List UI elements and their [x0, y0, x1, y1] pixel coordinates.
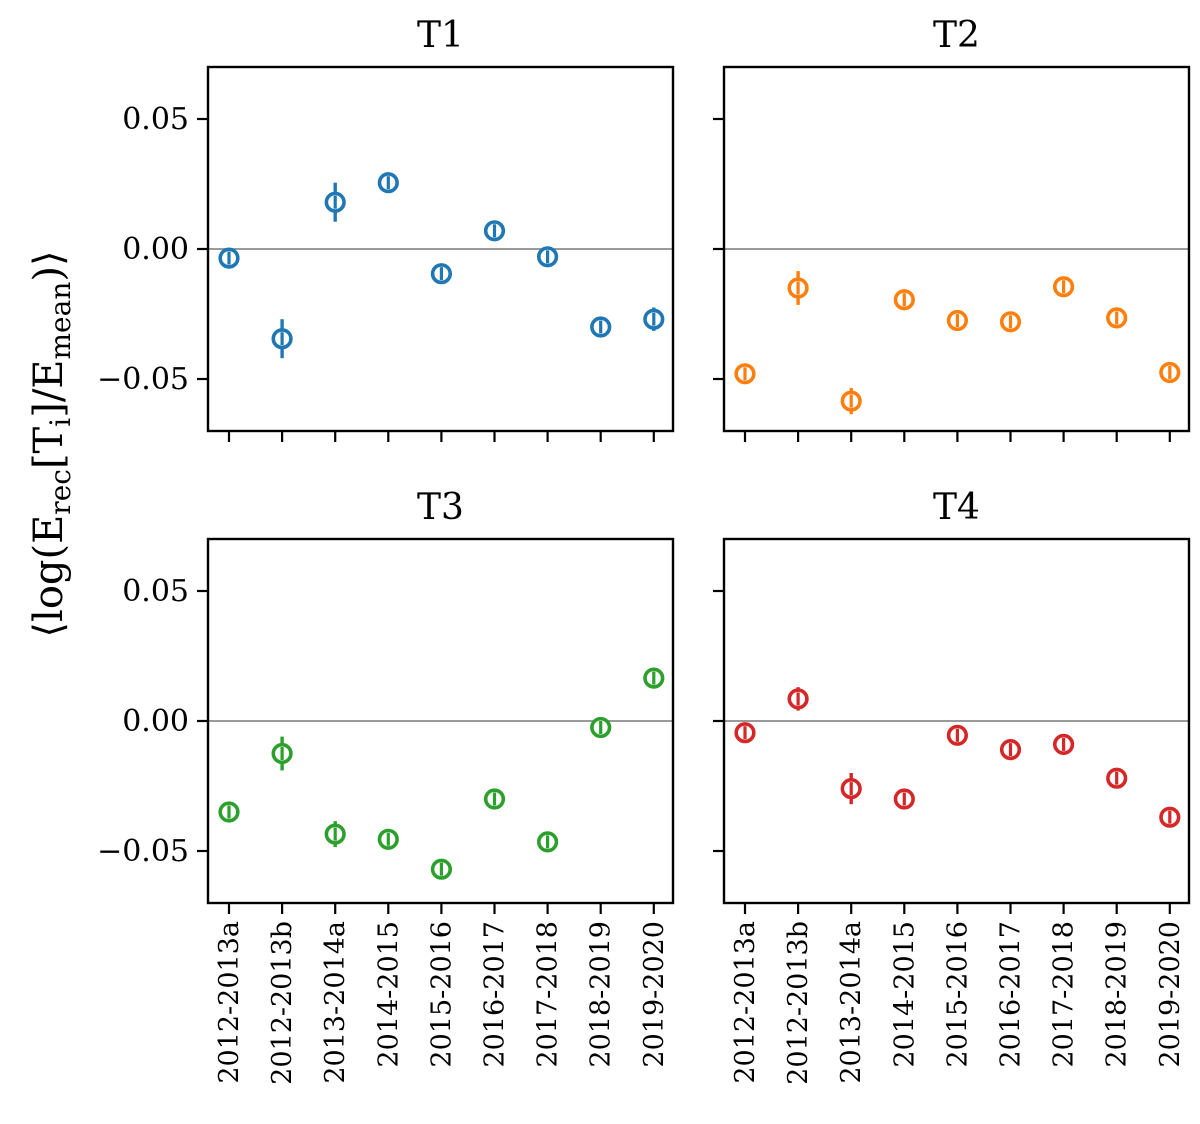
ylabel-mid2: ]/E — [26, 360, 72, 418]
data-point — [590, 716, 612, 739]
data-point — [787, 271, 809, 305]
panel-title: T4 — [933, 487, 980, 528]
data-point — [643, 307, 665, 331]
data-point — [1159, 361, 1181, 384]
x-tick-label: 2018-2019 — [1102, 921, 1133, 1068]
y-tick-label: 0.00 — [122, 704, 189, 739]
x-tick-label: 2014-2015 — [373, 921, 404, 1068]
x-tick-label: 2013-2014a — [320, 921, 351, 1084]
data-point — [893, 788, 915, 810]
panel-title: T3 — [417, 487, 464, 528]
ylabel-sub-mean: mean — [44, 282, 77, 360]
ylabel-sub-i: i — [44, 418, 77, 427]
svg-text:⟨log(Erec[Ti]/Emean)⟩: ⟨log(Erec[Ti]/Emean)⟩ — [26, 250, 77, 637]
x-tick-label: 2017-2018 — [533, 921, 564, 1068]
y-tick-label: −0.05 — [97, 834, 189, 869]
data-point — [324, 821, 346, 848]
data-point — [536, 831, 559, 853]
data-point — [1106, 767, 1128, 789]
data-point — [430, 858, 453, 880]
data-point — [893, 289, 915, 311]
data-point — [271, 736, 293, 771]
panel-title: T2 — [933, 15, 980, 56]
data-point — [946, 724, 969, 746]
data-point — [999, 738, 1022, 761]
x-tick-label: 2018-2019 — [586, 921, 617, 1068]
x-tick-label: 2012-2013b — [267, 921, 298, 1085]
data-point — [218, 801, 240, 823]
ylabel-mid1: [T — [26, 426, 72, 469]
x-tick-label: 2015-2016 — [426, 921, 457, 1068]
panel-title: T1 — [417, 15, 464, 56]
data-point — [218, 247, 240, 269]
ylabel-close: )⟩ — [26, 250, 72, 281]
ylabel-sub-rec: rec — [44, 469, 77, 515]
data-point — [840, 388, 862, 415]
ylabel-open: ⟨log(E — [26, 515, 72, 638]
data-point — [483, 788, 506, 810]
data-point — [946, 309, 969, 332]
y-tick-label: 0.05 — [122, 574, 189, 609]
panel-t3: T3 −0.05 0.00 0.05 2012-2013a 2012-2013b 2013-… — [97, 487, 675, 1085]
y-tick-label: 0.00 — [122, 232, 189, 267]
x-tick-label: 2012-2013a — [730, 921, 761, 1084]
panel-t1: T1 −0.05 0.00 0.05 — [97, 15, 675, 442]
y-axis-label: ⟨log(Erec[Ti]/Emean)⟩ — [26, 250, 77, 637]
data-point — [483, 220, 506, 242]
data-point — [643, 667, 665, 689]
x-tick-label: 2016-2017 — [480, 921, 511, 1068]
data-point — [377, 828, 399, 850]
y-tick-label: 0.05 — [122, 102, 189, 137]
data-point — [377, 172, 399, 194]
x-tick-label: 2015-2016 — [942, 921, 973, 1068]
data-point — [1052, 733, 1075, 756]
data-point — [430, 263, 453, 285]
data-point — [590, 316, 612, 338]
x-tick-label: 2019-2020 — [639, 921, 670, 1068]
y-tick-label: −0.05 — [97, 362, 189, 397]
x-tick-label: 2013-2014a — [836, 921, 867, 1084]
data-point — [787, 687, 809, 711]
x-tick-label: 2012-2013b — [783, 921, 814, 1085]
data-point — [840, 773, 862, 805]
panel-t2: T2 — [713, 15, 1191, 442]
data-point — [734, 722, 756, 744]
data-point — [1052, 276, 1075, 298]
data-point — [999, 311, 1022, 333]
data-point — [734, 363, 756, 385]
data-point — [271, 319, 293, 359]
x-tick-label: 2017-2018 — [1049, 921, 1080, 1068]
data-point — [324, 182, 346, 222]
panel-t4: T4 2012-2013a 2012-2013b 2013-2014a 2014-201… — [713, 487, 1191, 1085]
x-tick-label: 2014-2015 — [889, 921, 920, 1068]
x-tick-label: 2016-2017 — [996, 921, 1027, 1068]
data-point — [1159, 806, 1181, 828]
data-point — [1106, 307, 1128, 329]
data-point — [536, 246, 559, 268]
x-tick-label: 2019-2020 — [1155, 921, 1186, 1068]
x-tick-label: 2012-2013a — [214, 921, 245, 1084]
